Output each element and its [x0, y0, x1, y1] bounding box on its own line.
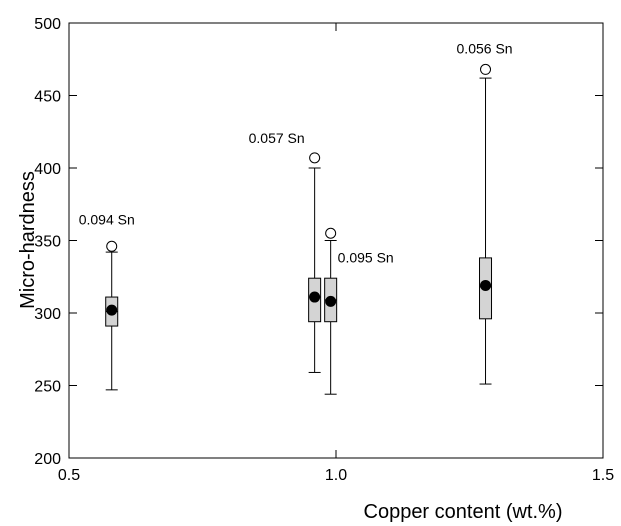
y-axis-title: Micro-hardness — [17, 171, 39, 309]
x-tick-label: 1.5 — [592, 467, 614, 484]
outlier-annotation: 0.057 Sn — [249, 130, 305, 146]
mean-marker — [480, 279, 492, 291]
x-tick-label: 1.0 — [325, 467, 347, 484]
mean-marker — [106, 304, 118, 316]
outlier-annotation: 0.094 Sn — [79, 211, 135, 227]
axis-ticks: 200 250 300 350 400 450 500 0.5 1.0 1.5 — [34, 16, 614, 484]
y-tick-label: 300 — [34, 306, 61, 323]
outlier-annotation: 0.056 Sn — [457, 40, 513, 56]
box-series: 0.094 Sn 0.057 Sn 0.095 Sn 0.056 Sn — [79, 40, 513, 395]
y-tick-label: 250 — [34, 379, 61, 396]
x-axis-title: Copper content (wt.%) — [364, 501, 563, 523]
mean-marker — [309, 291, 321, 303]
y-tick-label: 500 — [34, 16, 61, 33]
outlier-marker — [480, 63, 492, 75]
outlier-marker — [309, 152, 321, 164]
outlier-marker — [325, 227, 337, 239]
mean-marker — [325, 295, 337, 307]
outlier-annotation: 0.095 Sn — [338, 249, 394, 265]
x-tick-label: 0.5 — [58, 467, 80, 484]
y-tick-label: 400 — [34, 161, 61, 178]
y-tick-label: 450 — [34, 89, 61, 106]
outlier-marker — [106, 240, 118, 252]
y-tick-label: 350 — [34, 234, 61, 251]
y-tick-label: 200 — [34, 451, 61, 468]
